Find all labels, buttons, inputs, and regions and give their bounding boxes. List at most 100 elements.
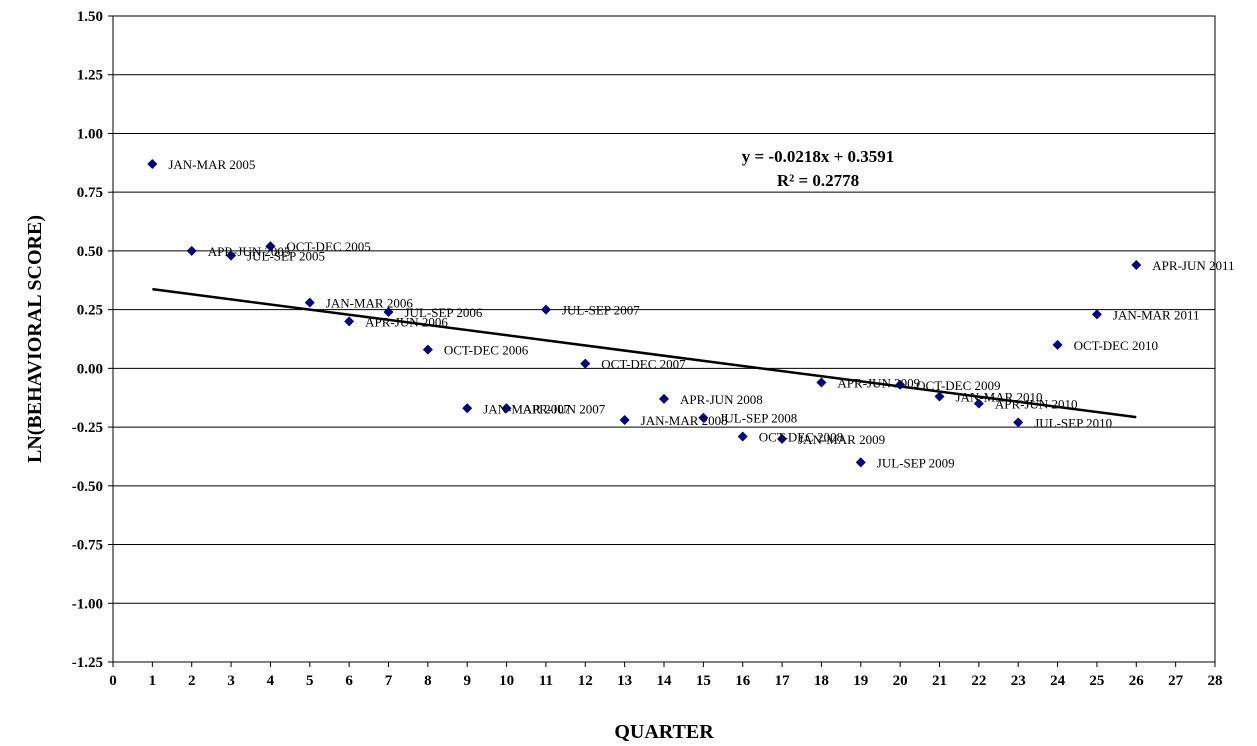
x-tick-label: 19 xyxy=(853,673,868,689)
x-tick-label: 26 xyxy=(1129,673,1145,689)
x-tick-label: 24 xyxy=(1050,673,1066,689)
trendline xyxy=(152,287,1137,419)
data-point xyxy=(462,403,473,414)
x-tick-label: 27 xyxy=(1168,673,1184,689)
x-axis-ticks: 0 1 2 3 4 5 6 7 8 9 10 11 12 13 14 15 16 17 18 19 20 21 22 23 24… xyxy=(109,662,1223,689)
data-label: APR-JUN 2008 xyxy=(680,392,763,407)
data-point xyxy=(265,241,276,252)
data-point xyxy=(777,433,788,444)
x-tick-label: 7 xyxy=(385,673,393,689)
x-tick-label: 23 xyxy=(1011,673,1026,689)
data-point xyxy=(344,316,355,327)
data-point xyxy=(895,379,906,390)
data-label: JAN-MAR 2011 xyxy=(1113,307,1200,322)
data-label: JUL-SEP 2005 xyxy=(247,249,325,264)
data-label: JUL-SEP 2006 xyxy=(405,305,483,320)
y-tick-label: 0.00 xyxy=(77,361,103,377)
data-label: OCT-DEC 2009 xyxy=(916,378,1000,393)
data-label: APR-JUN 2010 xyxy=(995,397,1078,412)
data-point xyxy=(422,344,433,355)
x-tick-label: 3 xyxy=(227,673,235,689)
x-tick-label: 5 xyxy=(306,673,314,689)
data-point xyxy=(580,358,591,369)
x-tick-label: 25 xyxy=(1089,673,1104,689)
x-tick-label: 12 xyxy=(578,673,593,689)
data-point xyxy=(659,393,669,404)
trendline-equation: y = -0.0218x + 0.3591 xyxy=(742,147,895,166)
data-point xyxy=(147,158,158,169)
x-tick-label: 6 xyxy=(345,673,353,689)
data-label: OCT-DEC 2005 xyxy=(286,239,370,254)
data-label: JAN-MAR 2006 xyxy=(326,296,414,311)
data-point xyxy=(698,412,709,423)
data-label: OCT-DEC 2008 xyxy=(759,429,843,444)
data-label: APR-JUN 2007 xyxy=(523,401,606,416)
data-label: JAN-MAR 2008 xyxy=(641,413,728,428)
x-tick-label: 0 xyxy=(109,673,117,689)
data-point xyxy=(816,377,827,388)
data-point xyxy=(1091,309,1102,320)
x-tick-label: 2 xyxy=(188,673,196,689)
x-tick-label: 16 xyxy=(735,673,751,689)
x-tick-label: 1 xyxy=(149,673,157,689)
data-point xyxy=(383,306,394,317)
x-tick-label: 20 xyxy=(893,673,908,689)
data-label: JUL-SEP 2008 xyxy=(719,411,797,426)
data-point xyxy=(540,304,551,315)
y-tick-label: -0.25 xyxy=(72,420,103,436)
x-tick-label: 21 xyxy=(932,673,947,689)
y-tick-label: 1.00 xyxy=(77,126,103,142)
data-point xyxy=(619,415,630,426)
data-point xyxy=(501,403,512,414)
x-tick-label: 15 xyxy=(696,673,711,689)
y-tick-label: -1.00 xyxy=(72,596,103,612)
y-tick-label: 1.25 xyxy=(77,68,103,84)
y-tick-label: 0.75 xyxy=(77,185,103,201)
data-point xyxy=(1052,339,1063,350)
y-tick-label: 0.50 xyxy=(77,244,103,260)
plot-area-border xyxy=(112,15,1216,663)
x-tick-label: 9 xyxy=(463,673,471,689)
data-point xyxy=(973,398,984,409)
data-label: OCT-DEC 2006 xyxy=(444,343,529,358)
x-tick-label: 10 xyxy=(499,673,514,689)
data-point xyxy=(186,245,197,256)
x-tick-label: 8 xyxy=(424,673,432,689)
y-tick-label: -1.25 xyxy=(72,655,103,671)
data-label: JUL-SEP 2010 xyxy=(1034,415,1112,430)
data-point xyxy=(1131,260,1142,271)
y-tick-label: 0.25 xyxy=(77,303,103,319)
data-label: APR-JUN 2006 xyxy=(365,314,448,329)
data-point xyxy=(1013,417,1024,428)
grid-lines xyxy=(113,15,1215,663)
data-label: APR-JUN 2009 xyxy=(837,375,920,390)
data-point xyxy=(226,250,237,261)
data-point xyxy=(737,431,748,442)
y-tick-label: 1.50 xyxy=(77,9,103,25)
data-label: OCT-DEC 2007 xyxy=(601,357,686,372)
data-label: JAN-MAR 2010 xyxy=(956,390,1043,405)
y-tick-label: -0.75 xyxy=(72,538,103,554)
x-tick-label: 14 xyxy=(657,673,673,689)
data-points xyxy=(147,158,1142,468)
x-tick-label: 22 xyxy=(971,673,986,689)
data-point xyxy=(304,297,315,308)
data-label: APR-JUN 2005 xyxy=(208,244,291,259)
x-tick-label: 28 xyxy=(1208,673,1223,689)
x-tick-label: 17 xyxy=(775,673,791,689)
data-label: JAN-MAR 2007 xyxy=(483,401,571,416)
data-label: OCT-DEC 2010 xyxy=(1074,338,1158,353)
data-point xyxy=(934,391,945,402)
data-label: APR-JUN 2011 xyxy=(1152,258,1234,273)
x-tick-label: 4 xyxy=(267,673,275,689)
x-tick-label: 18 xyxy=(814,673,829,689)
x-tick-label: 13 xyxy=(617,673,632,689)
data-label: JAN-MAR 2005 xyxy=(168,157,255,172)
y-axis-title: LN(BEHAVIORAL SCORE) xyxy=(24,215,46,463)
x-tick-label: 11 xyxy=(539,673,553,689)
data-point xyxy=(855,457,866,468)
y-axis-ticks: 1.50 1.25 1.00 0.75 0.50 0.25 0.00 -0.25 -0.50 -0… xyxy=(72,9,113,671)
trendline-r-squared: R² = 0.2778 xyxy=(777,171,859,190)
